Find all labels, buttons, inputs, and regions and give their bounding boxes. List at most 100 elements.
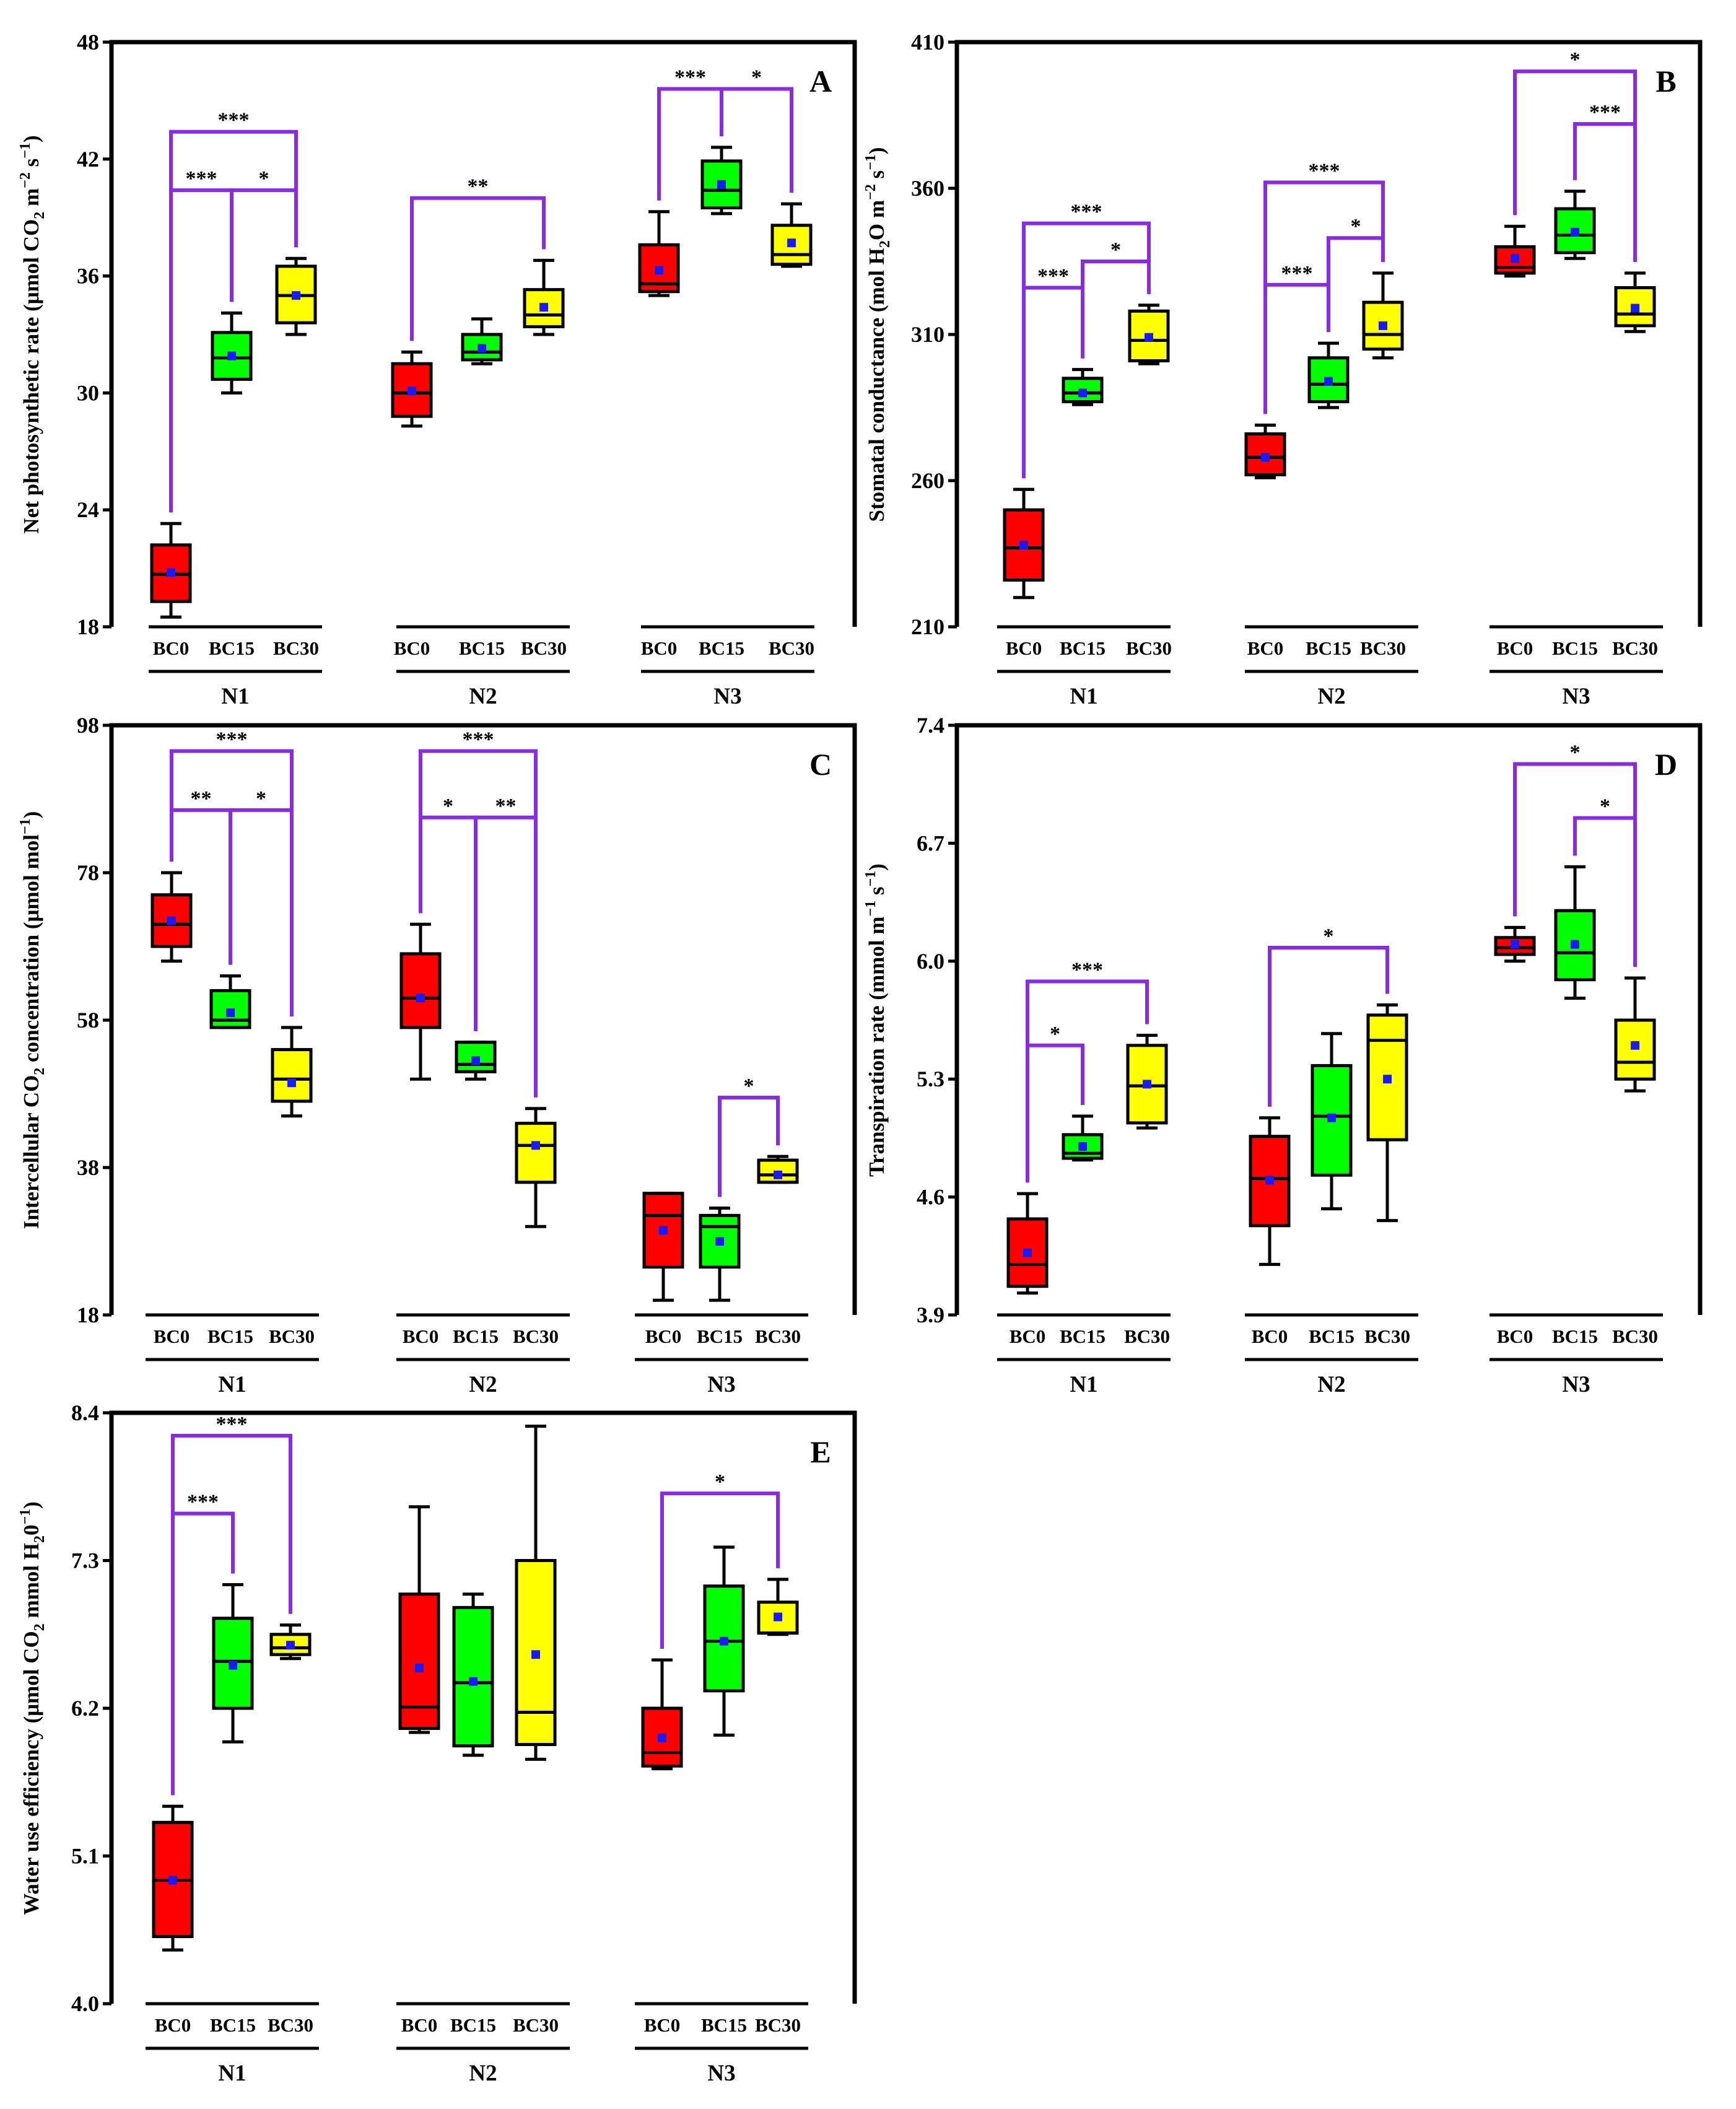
- category-label: BC0: [1010, 1325, 1046, 1347]
- mean-marker: [1511, 254, 1519, 263]
- significance-bracket: ***: [171, 1491, 235, 1796]
- y-tick-label: 18: [77, 614, 99, 639]
- category-label: BC30: [1612, 1325, 1658, 1347]
- category-label: BC30: [755, 2014, 801, 2036]
- panel-A: 18 24 30 36 42 48 Net photosynthetic rate (μmo…: [17, 30, 857, 709]
- mean-marker: [720, 1636, 728, 1646]
- mean-marker: [469, 1677, 478, 1686]
- category-label: BC15: [699, 637, 744, 659]
- significance-label: ***: [1071, 958, 1103, 981]
- significance-label: *: [1600, 795, 1610, 818]
- significance-label: ***: [187, 1491, 219, 1514]
- box-N1-BC15: [211, 311, 253, 395]
- mean-marker: [408, 386, 416, 396]
- significance-label: *: [715, 1470, 725, 1493]
- box-N1-BC15: [1062, 368, 1104, 406]
- bracket-line: [410, 196, 546, 341]
- box-N2-BC0: [398, 1505, 440, 1734]
- box-N2-BC0: [399, 922, 442, 1081]
- significance-bracket: **: [474, 795, 538, 1098]
- group-label: N1: [1070, 1372, 1097, 1397]
- y-tick-label: 6.7: [917, 831, 944, 855]
- bracket-line: [1026, 1043, 1084, 1183]
- box-N1-BC15: [212, 1583, 254, 1744]
- bracket-line: [660, 1491, 780, 1649]
- y-tick-label: 5.3: [917, 1067, 944, 1091]
- group-label: N1: [221, 684, 249, 709]
- box-N2-BC0: [1244, 423, 1286, 479]
- box-N3-BC30: [770, 202, 813, 268]
- y-axis-label-part: Stomatal conductance (mol H: [865, 248, 889, 522]
- significance-label: ***: [1589, 101, 1621, 124]
- mean-marker: [1019, 540, 1028, 549]
- mean-marker: [1261, 453, 1270, 462]
- panel-label: C: [809, 747, 832, 782]
- box-N3-BC15: [699, 1206, 741, 1302]
- box-N1-BC0: [150, 871, 193, 963]
- box-N2-BC30: [523, 258, 565, 336]
- significance-bracket: *: [229, 787, 294, 1016]
- category-label: BC30: [769, 637, 814, 659]
- mean-marker: [1511, 940, 1519, 949]
- bracket-line: [1081, 260, 1151, 359]
- box-N3-BC15: [700, 146, 743, 216]
- panel-D: 3.9 4.6 5.3 6.0 6.7 7.4 Transpiration rate (mm…: [863, 713, 1703, 1397]
- significance-label: **: [191, 787, 212, 810]
- y-axis-label-part: ): [865, 863, 889, 871]
- y-axis-label-part: ): [19, 811, 43, 819]
- significance-label: *: [256, 787, 266, 810]
- box-body: [1244, 432, 1286, 477]
- group-label: N3: [1562, 1372, 1590, 1397]
- significance-bracket: ***: [1022, 264, 1084, 479]
- box-body: [1554, 909, 1596, 982]
- mean-marker: [531, 1141, 540, 1150]
- bracket-line: [230, 188, 298, 302]
- category-label: BC15: [701, 2014, 747, 2036]
- category-label: BC15: [207, 1325, 253, 1347]
- category-label: BC0: [153, 637, 190, 659]
- significance-label: *: [1110, 238, 1121, 261]
- y-tick-label: 3.9: [917, 1303, 944, 1327]
- y-axis-label-part: 2: [32, 212, 48, 219]
- box-N1-BC30: [269, 1623, 312, 1661]
- y-axis-label: Intercellular CO2 concentration (μmol mo…: [17, 811, 48, 1229]
- group-label: N3: [707, 1372, 735, 1397]
- box-body: [1554, 207, 1596, 255]
- box-N2-BC30: [515, 1107, 557, 1228]
- category-label: BC15: [1306, 637, 1351, 659]
- significance-bracket: *: [1081, 238, 1151, 359]
- significance-label: ***: [186, 167, 217, 190]
- mean-marker: [531, 1650, 540, 1659]
- category-label: BC0: [155, 2014, 191, 2036]
- category-label: BC30: [521, 637, 567, 659]
- box-N3-BC15: [703, 1545, 745, 1737]
- significance-label: **: [468, 175, 489, 198]
- category-label: BC30: [1126, 637, 1172, 659]
- panel-label: D: [1655, 747, 1677, 782]
- mean-marker: [168, 1875, 177, 1885]
- group-label: N2: [469, 1372, 497, 1397]
- y-tick-label: 310: [911, 322, 944, 347]
- category-label: BC0: [1252, 1325, 1288, 1347]
- significance-bracket: *: [1026, 1023, 1084, 1183]
- category-label: BC30: [1612, 637, 1658, 659]
- mean-marker: [774, 1170, 782, 1179]
- box-N2-BC15: [1311, 1032, 1353, 1211]
- box-N3-BC0: [1494, 224, 1536, 278]
- box-N1-BC30: [1126, 1033, 1168, 1130]
- mean-marker: [1379, 321, 1387, 330]
- mean-marker: [659, 1226, 668, 1235]
- group-label: N3: [713, 684, 741, 709]
- significance-bracket: *: [720, 66, 793, 193]
- category-label: BC30: [273, 637, 319, 659]
- y-axis-label-part: Intercellular CO: [19, 1075, 43, 1229]
- significance-label: ***: [463, 728, 494, 751]
- category-label: BC0: [1497, 637, 1533, 659]
- bracket-line: [718, 1095, 780, 1197]
- category-label: BC15: [209, 637, 255, 659]
- y-axis-label-part: ): [19, 135, 43, 142]
- mean-marker: [1023, 1248, 1032, 1257]
- y-tick-label: 4.0: [71, 1991, 99, 2016]
- y-tick-label: 36: [77, 264, 99, 289]
